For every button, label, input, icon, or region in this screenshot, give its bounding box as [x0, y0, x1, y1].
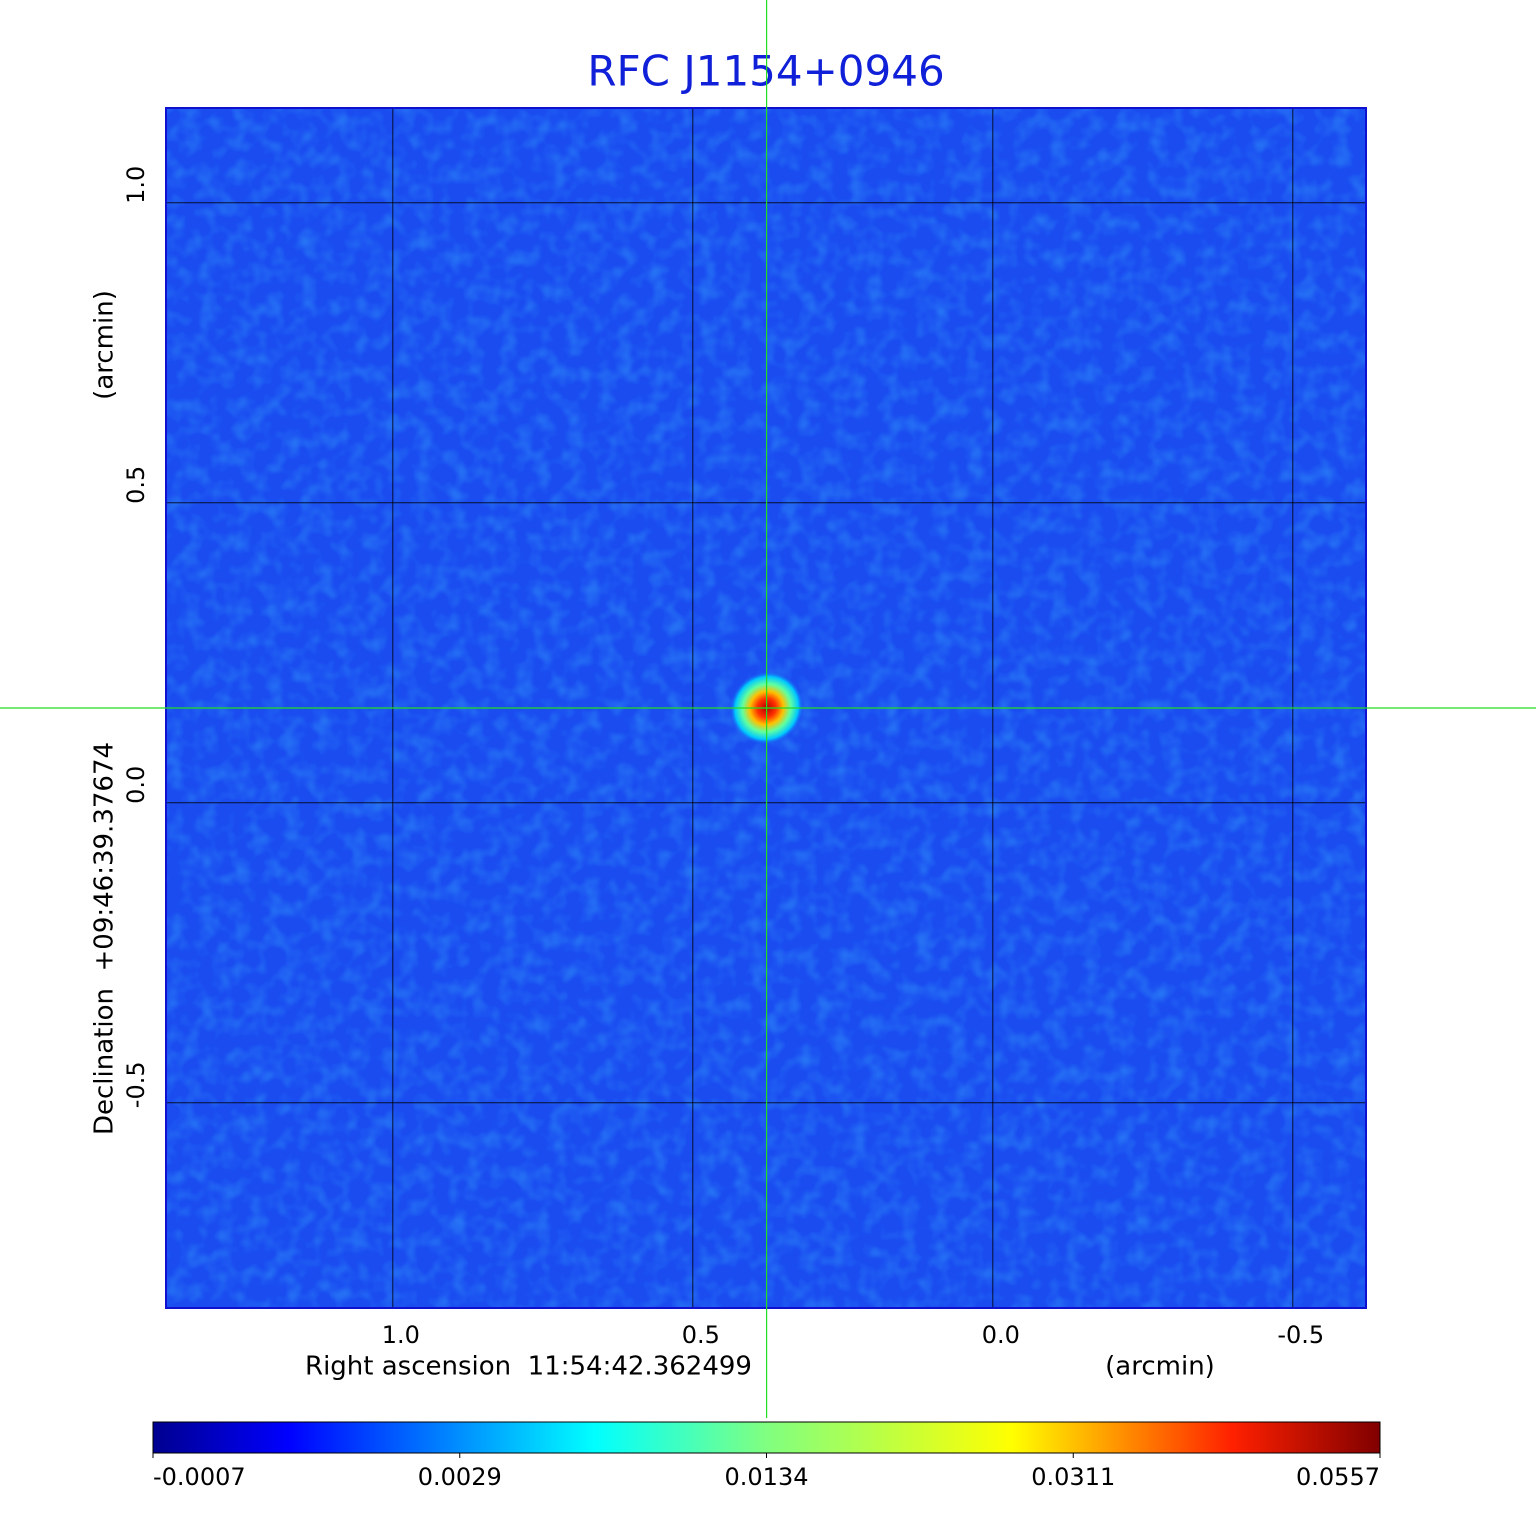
- x-tick-label: 1.0: [382, 1321, 420, 1349]
- colorbar-tick-label: 0.0029: [418, 1463, 502, 1491]
- x-tick-label: 0.5: [682, 1321, 720, 1349]
- colorbar-tick-label: 0.0311: [1031, 1463, 1115, 1491]
- x-axis-unit: (arcmin): [1105, 1352, 1215, 1382]
- y-tick-label: -0.5: [122, 1061, 150, 1108]
- x-tick-label: 0.0: [982, 1321, 1020, 1349]
- y-tick-label: 0.0: [122, 766, 150, 804]
- y-axis-unit: (arcmin): [90, 290, 120, 400]
- y-axis-label: Declination +09:46:39.37674: [90, 742, 120, 1135]
- colorbar: [152, 1421, 1381, 1454]
- colorbar-tick-label: 0.0557: [1296, 1463, 1380, 1491]
- y-tick-label: 0.5: [122, 466, 150, 504]
- x-tick-label: -0.5: [1277, 1321, 1324, 1349]
- colorbar-tick-label: -0.0007: [153, 1463, 246, 1491]
- y-tick-label: 1.0: [122, 166, 150, 204]
- colorbar-tick-label: 0.0134: [725, 1463, 809, 1491]
- x-axis-label: Right ascension 11:54:42.362499: [305, 1352, 752, 1382]
